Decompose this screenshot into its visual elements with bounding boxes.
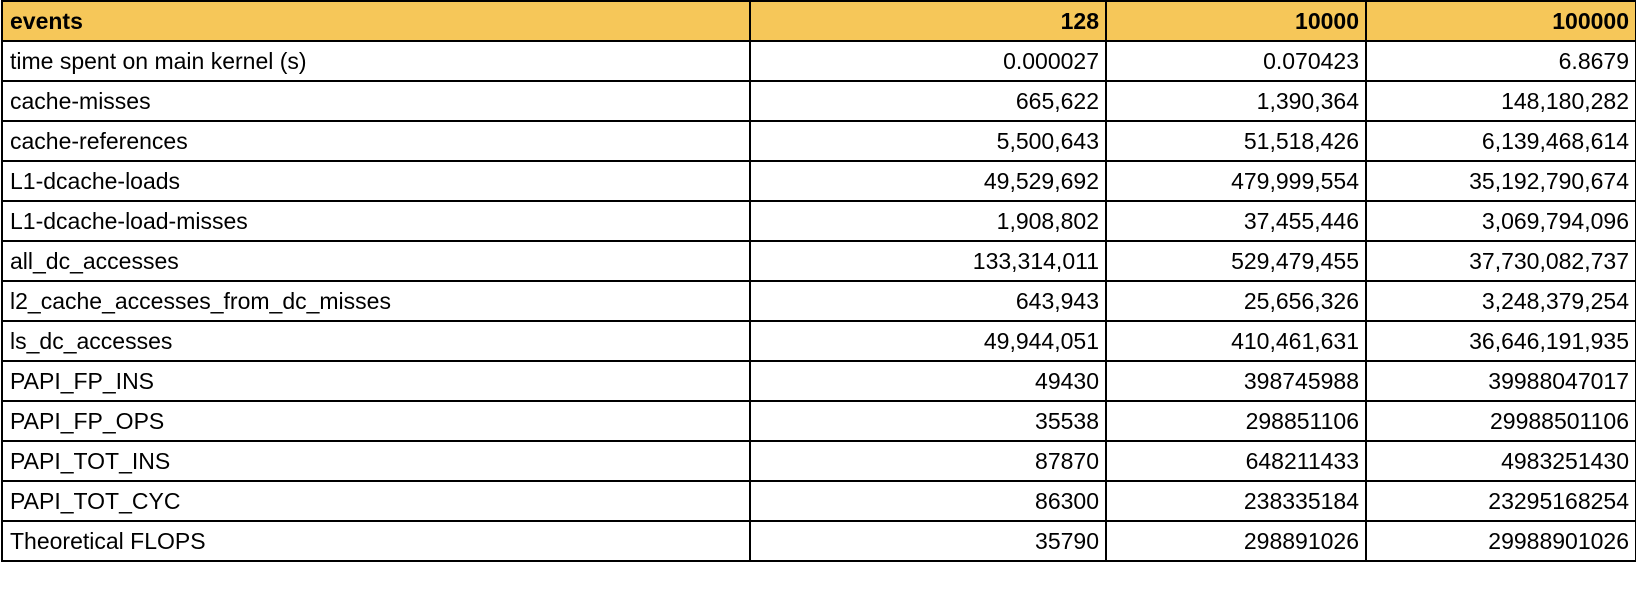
header-cell-100000[interactable]: 100000 xyxy=(1365,0,1636,42)
value-cell[interactable]: 23295168254 xyxy=(1365,480,1636,522)
value-cell[interactable]: 665,622 xyxy=(749,80,1107,122)
table-row: PAPI_TOT_CYC 86300 238335184 23295168254 xyxy=(1,480,1636,522)
value-cell[interactable]: 398745988 xyxy=(1105,360,1367,402)
value-cell[interactable]: 6.8679 xyxy=(1365,40,1636,82)
event-name-cell[interactable]: L1-dcache-loads xyxy=(1,160,751,202)
value-cell[interactable]: 36,646,191,935 xyxy=(1365,320,1636,362)
value-cell[interactable]: 1,908,802 xyxy=(749,200,1107,242)
value-cell[interactable]: 4983251430 xyxy=(1365,440,1636,482)
table-row: L1-dcache-load-misses 1,908,802 37,455,4… xyxy=(1,200,1636,242)
event-name-cell[interactable]: l2_cache_accesses_from_dc_misses xyxy=(1,280,751,322)
value-cell[interactable]: 37,730,082,737 xyxy=(1365,240,1636,282)
value-cell[interactable]: 25,656,326 xyxy=(1105,280,1367,322)
value-cell[interactable]: 3,069,794,096 xyxy=(1365,200,1636,242)
table-row: l2_cache_accesses_from_dc_misses 643,943… xyxy=(1,280,1636,322)
value-cell[interactable]: 37,455,446 xyxy=(1105,200,1367,242)
table-row: all_dc_accesses 133,314,011 529,479,455 … xyxy=(1,240,1636,282)
header-cell-128[interactable]: 128 xyxy=(749,0,1107,42)
value-cell[interactable]: 238335184 xyxy=(1105,480,1367,522)
table-row: PAPI_FP_INS 49430 398745988 39988047017 xyxy=(1,360,1636,402)
value-cell[interactable]: 410,461,631 xyxy=(1105,320,1367,362)
value-cell[interactable]: 529,479,455 xyxy=(1105,240,1367,282)
value-cell[interactable]: 49,529,692 xyxy=(749,160,1107,202)
value-cell[interactable]: 29988501106 xyxy=(1365,400,1636,442)
event-name-cell[interactable]: PAPI_FP_INS xyxy=(1,360,751,402)
value-cell[interactable]: 148,180,282 xyxy=(1365,80,1636,122)
value-cell[interactable]: 1,390,364 xyxy=(1105,80,1367,122)
value-cell[interactable]: 39988047017 xyxy=(1365,360,1636,402)
event-name-cell[interactable]: all_dc_accesses xyxy=(1,240,751,282)
value-cell[interactable]: 49,944,051 xyxy=(749,320,1107,362)
value-cell[interactable]: 133,314,011 xyxy=(749,240,1107,282)
value-cell[interactable]: 479,999,554 xyxy=(1105,160,1367,202)
event-name-cell[interactable]: cache-misses xyxy=(1,80,751,122)
event-name-cell[interactable]: PAPI_TOT_INS xyxy=(1,440,751,482)
value-cell[interactable]: 0.070423 xyxy=(1105,40,1367,82)
value-cell[interactable]: 29988901026 xyxy=(1365,520,1636,562)
event-name-cell[interactable]: L1-dcache-load-misses xyxy=(1,200,751,242)
header-cell-events[interactable]: events xyxy=(1,0,751,42)
event-name-cell[interactable]: ls_dc_accesses xyxy=(1,320,751,362)
event-name-cell[interactable]: Theoretical FLOPS xyxy=(1,520,751,562)
event-name-cell[interactable]: PAPI_TOT_CYC xyxy=(1,480,751,522)
event-name-cell[interactable]: PAPI_FP_OPS xyxy=(1,400,751,442)
value-cell[interactable]: 0.000027 xyxy=(749,40,1107,82)
value-cell[interactable]: 49430 xyxy=(749,360,1107,402)
value-cell[interactable]: 51,518,426 xyxy=(1105,120,1367,162)
value-cell[interactable]: 6,139,468,614 xyxy=(1365,120,1636,162)
table-row: Theoretical FLOPS 35790 298891026 299889… xyxy=(1,520,1636,562)
value-cell[interactable]: 35538 xyxy=(749,400,1107,442)
value-cell[interactable]: 643,943 xyxy=(749,280,1107,322)
value-cell[interactable]: 298851106 xyxy=(1105,400,1367,442)
value-cell[interactable]: 298891026 xyxy=(1105,520,1367,562)
table-row: cache-references 5,500,643 51,518,426 6,… xyxy=(1,120,1636,162)
value-cell[interactable]: 3,248,379,254 xyxy=(1365,280,1636,322)
table-row: L1-dcache-loads 49,529,692 479,999,554 3… xyxy=(1,160,1636,202)
table-row: PAPI_FP_OPS 35538 298851106 29988501106 xyxy=(1,400,1636,442)
table-row: time spent on main kernel (s) 0.000027 0… xyxy=(1,40,1636,82)
value-cell[interactable]: 87870 xyxy=(749,440,1107,482)
header-cell-10000[interactable]: 10000 xyxy=(1105,0,1367,42)
event-name-cell[interactable]: time spent on main kernel (s) xyxy=(1,40,751,82)
events-table: events 128 10000 100000 time spent on ma… xyxy=(1,0,1636,562)
table-row: cache-misses 665,622 1,390,364 148,180,2… xyxy=(1,80,1636,122)
value-cell[interactable]: 86300 xyxy=(749,480,1107,522)
table-row: ls_dc_accesses 49,944,051 410,461,631 36… xyxy=(1,320,1636,362)
value-cell[interactable]: 35,192,790,674 xyxy=(1365,160,1636,202)
value-cell[interactable]: 648211433 xyxy=(1105,440,1367,482)
value-cell[interactable]: 35790 xyxy=(749,520,1107,562)
table-row: PAPI_TOT_INS 87870 648211433 4983251430 xyxy=(1,440,1636,482)
value-cell[interactable]: 5,500,643 xyxy=(749,120,1107,162)
header-row: events 128 10000 100000 xyxy=(1,0,1636,42)
event-name-cell[interactable]: cache-references xyxy=(1,120,751,162)
